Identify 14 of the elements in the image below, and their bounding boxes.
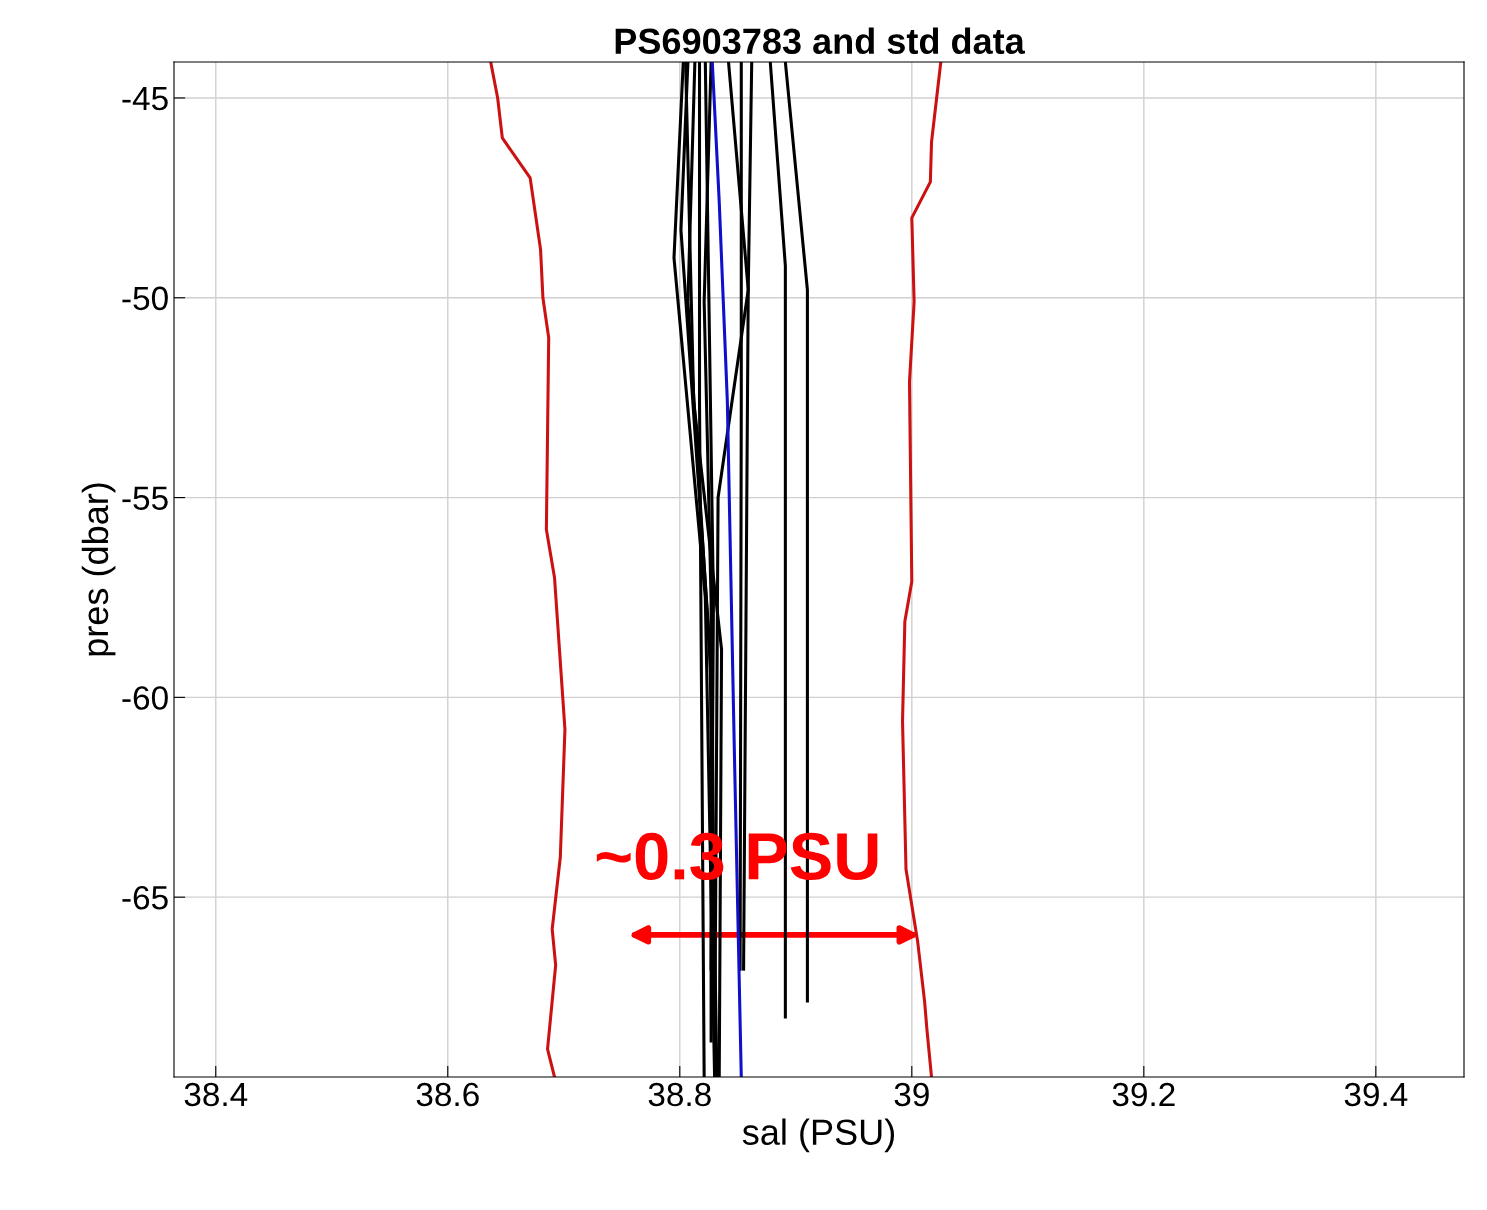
y-tick-label: -55 (122, 486, 168, 510)
x-tick-label: 38.4 (184, 1082, 248, 1107)
x-axis-title: sal (PSU) (742, 1118, 895, 1153)
x-tick-label: 38.8 (648, 1082, 711, 1107)
y-tick-label: -45 (122, 87, 168, 111)
chart-title: PS6903783 and std data (615, 27, 1025, 55)
x-tick-label: 38.6 (416, 1082, 479, 1107)
x-tick-label: 39 (894, 1082, 929, 1107)
y-tick-label: -65 (122, 885, 168, 910)
y-axis-title: pres (dbar) (81, 483, 116, 656)
y-tick-label: -50 (122, 286, 168, 311)
x-tick-label: 39.2 (1112, 1082, 1175, 1107)
x-tick-label: 39.4 (1344, 1082, 1408, 1107)
y-tick-label: -60 (122, 686, 168, 710)
